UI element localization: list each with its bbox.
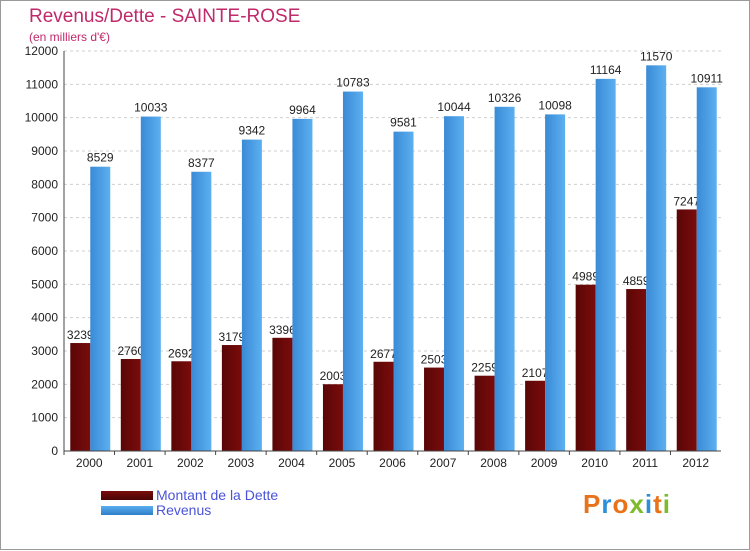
x-tick-label: 2008 [480, 456, 507, 470]
bar-label-dette: 3396 [269, 323, 296, 337]
bar-revenus [292, 118, 313, 451]
bar-label-revenus: 11164 [590, 63, 622, 77]
logo-letter: i [644, 489, 654, 519]
bar-dette [474, 375, 495, 451]
bar-revenus [444, 116, 465, 451]
x-tick-label: 2003 [228, 456, 255, 470]
bar-dette [525, 380, 546, 451]
bar-label-dette: 2692 [168, 346, 195, 360]
bar-label-dette: 2259 [471, 361, 498, 375]
x-tick-label: 2009 [531, 456, 558, 470]
bar-dette [626, 289, 647, 451]
chart-subtitle: (en milliers d'€) [29, 30, 110, 44]
x-tick-label: 2001 [126, 456, 153, 470]
bar-label-revenus: 9964 [289, 103, 316, 117]
x-tick-label: 2002 [177, 456, 204, 470]
legend-swatch-revenus [101, 506, 153, 515]
y-tick-label: 6000 [31, 244, 58, 258]
bar-label-dette: 4989 [572, 270, 599, 284]
y-tick-label: 1000 [31, 411, 58, 425]
bar-label-revenus: 10044 [437, 100, 471, 114]
bar-label-revenus: 8529 [87, 151, 114, 165]
y-tick-label: 7000 [31, 211, 58, 225]
proxiti-logo: Proxiti [583, 489, 671, 520]
logo-letter: P [583, 489, 602, 519]
bar-label-dette: 3179 [219, 330, 246, 344]
y-tick-label: 5000 [31, 277, 58, 291]
bar-label-revenus: 9342 [239, 124, 266, 138]
bar-label-dette: 2003 [320, 369, 347, 383]
bar-dette [373, 361, 394, 451]
bar-dette [70, 343, 91, 451]
bar-label-dette: 2107 [522, 366, 549, 380]
bar-label-dette: 4859 [623, 274, 650, 288]
bar-revenus [393, 131, 414, 451]
bar-dette [676, 209, 697, 451]
bar-dette [575, 284, 596, 451]
bar-label-dette: 3239 [67, 328, 94, 342]
bar-label-dette: 2677 [370, 347, 397, 361]
bar-label-revenus: 10098 [538, 98, 572, 112]
bar-label-dette: 2503 [421, 353, 448, 367]
legend-swatch-debt [101, 491, 153, 500]
bar-dette [221, 345, 242, 451]
bar-label-revenus: 11570 [640, 49, 673, 63]
x-tick-label: 2012 [682, 456, 709, 470]
bar-revenus [494, 106, 515, 452]
logo-letter: x [629, 489, 645, 519]
y-tick-label: 3000 [31, 344, 58, 358]
bar-label-dette: 7247 [673, 194, 700, 208]
y-tick-label: 11000 [26, 77, 59, 91]
bar-label-revenus: 10033 [134, 101, 168, 115]
bar-revenus [342, 91, 363, 452]
y-tick-label: 8000 [31, 177, 58, 191]
y-tick-label: 4000 [31, 311, 58, 325]
logo-letter: o [612, 489, 630, 519]
bar-label-revenus: 10783 [336, 76, 370, 90]
bar-revenus [646, 65, 667, 451]
x-tick-label: 2007 [430, 456, 457, 470]
logo-letter: t [653, 489, 663, 519]
legend-label-debt: Montant de la Dette [156, 487, 279, 503]
bar-label-revenus: 10911 [690, 71, 723, 85]
bar-label-revenus: 8377 [188, 156, 215, 170]
y-tick-label: 10000 [25, 111, 59, 125]
y-tick-label: 9000 [31, 144, 58, 158]
bar-revenus [191, 171, 212, 451]
bar-revenus [241, 139, 262, 451]
x-tick-label: 2011 [632, 456, 658, 470]
x-tick-label: 2005 [329, 456, 356, 470]
y-tick-label: 2000 [31, 377, 58, 391]
bar-dette [171, 361, 192, 451]
bar-revenus [140, 116, 161, 452]
bar-dette [424, 367, 445, 451]
x-tick-label: 2010 [581, 456, 608, 470]
x-tick-label: 2004 [278, 456, 305, 470]
bar-revenus [545, 114, 566, 452]
bar-dette [322, 384, 343, 451]
logo-letter: r [601, 489, 613, 519]
logo-letter: i [662, 489, 671, 519]
y-tick-label: 0 [51, 444, 58, 458]
chart-title: Revenus/Dette - SAINTE-ROSE [29, 6, 301, 27]
bar-dette [120, 359, 141, 451]
bar-revenus [696, 87, 717, 452]
bar-revenus [90, 166, 111, 451]
y-tick-label: 12000 [25, 44, 59, 58]
x-tick-label: 2006 [379, 456, 406, 470]
bar-revenus [595, 78, 616, 451]
legend-label-revenus: Revenus [156, 502, 212, 518]
bar-label-dette: 2760 [117, 344, 144, 358]
bar-dette [272, 337, 293, 451]
bar-label-revenus: 10326 [488, 91, 522, 105]
x-tick-label: 2000 [76, 456, 103, 470]
bar-label-revenus: 9581 [390, 116, 417, 130]
